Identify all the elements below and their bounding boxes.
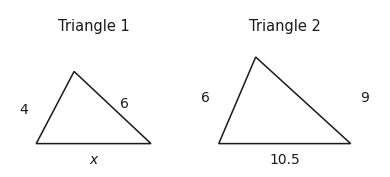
- Text: 9: 9: [360, 91, 369, 105]
- Title: Triangle 1: Triangle 1: [58, 19, 129, 34]
- Text: 4: 4: [20, 103, 28, 117]
- Text: 6: 6: [120, 97, 129, 111]
- Text: x: x: [89, 153, 98, 167]
- Text: 6: 6: [200, 91, 209, 105]
- Title: Triangle 2: Triangle 2: [249, 19, 321, 34]
- Text: 10.5: 10.5: [269, 153, 300, 167]
